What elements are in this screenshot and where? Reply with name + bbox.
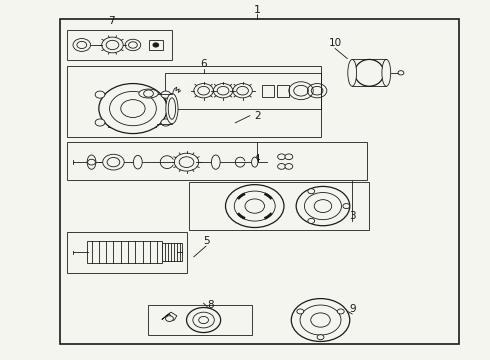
- Circle shape: [343, 203, 350, 208]
- Circle shape: [317, 335, 324, 340]
- Bar: [147, 305, 252, 336]
- Circle shape: [285, 163, 293, 169]
- Circle shape: [121, 100, 145, 117]
- Bar: [162, 243, 182, 261]
- Bar: [108, 91, 156, 127]
- Circle shape: [161, 91, 171, 98]
- Text: 9: 9: [349, 304, 356, 314]
- Ellipse shape: [87, 155, 96, 169]
- Circle shape: [199, 316, 208, 324]
- Circle shape: [297, 309, 304, 314]
- Circle shape: [225, 185, 284, 228]
- Bar: [87, 242, 162, 263]
- Text: 1: 1: [254, 5, 261, 15]
- Circle shape: [166, 316, 173, 321]
- Ellipse shape: [348, 59, 357, 86]
- Circle shape: [337, 309, 344, 314]
- Text: 4: 4: [254, 154, 261, 164]
- Bar: [189, 182, 369, 230]
- Bar: [277, 85, 289, 97]
- Circle shape: [308, 219, 315, 224]
- Bar: [60, 19, 460, 344]
- Text: 6: 6: [200, 59, 207, 68]
- Circle shape: [153, 43, 159, 47]
- Circle shape: [95, 119, 105, 126]
- Text: 2: 2: [255, 111, 261, 121]
- Circle shape: [314, 200, 332, 212]
- Bar: [148, 40, 163, 50]
- Circle shape: [308, 189, 315, 194]
- Ellipse shape: [166, 93, 178, 124]
- Bar: [165, 73, 320, 109]
- Ellipse shape: [139, 89, 158, 98]
- Circle shape: [110, 91, 156, 126]
- Circle shape: [95, 91, 105, 98]
- Ellipse shape: [251, 157, 258, 167]
- Ellipse shape: [211, 155, 220, 169]
- Text: 8: 8: [208, 300, 214, 310]
- Ellipse shape: [133, 156, 142, 169]
- Circle shape: [144, 90, 153, 97]
- Text: 5: 5: [203, 236, 209, 246]
- Circle shape: [99, 84, 167, 134]
- Circle shape: [161, 119, 171, 126]
- Bar: [67, 30, 172, 60]
- Bar: [262, 85, 274, 97]
- Bar: [67, 143, 367, 180]
- Circle shape: [291, 298, 350, 342]
- Circle shape: [296, 186, 350, 226]
- Circle shape: [245, 199, 265, 213]
- Circle shape: [285, 154, 293, 159]
- Circle shape: [103, 154, 124, 170]
- Ellipse shape: [355, 59, 384, 86]
- Ellipse shape: [168, 98, 175, 119]
- Circle shape: [278, 163, 286, 169]
- Bar: [67, 66, 320, 137]
- Ellipse shape: [382, 59, 391, 86]
- Text: 3: 3: [349, 211, 356, 221]
- Bar: [67, 232, 187, 273]
- Circle shape: [278, 154, 286, 159]
- Text: 7: 7: [108, 16, 114, 26]
- Text: 10: 10: [329, 38, 342, 48]
- Circle shape: [311, 313, 330, 327]
- Circle shape: [174, 153, 199, 171]
- Circle shape: [187, 307, 220, 333]
